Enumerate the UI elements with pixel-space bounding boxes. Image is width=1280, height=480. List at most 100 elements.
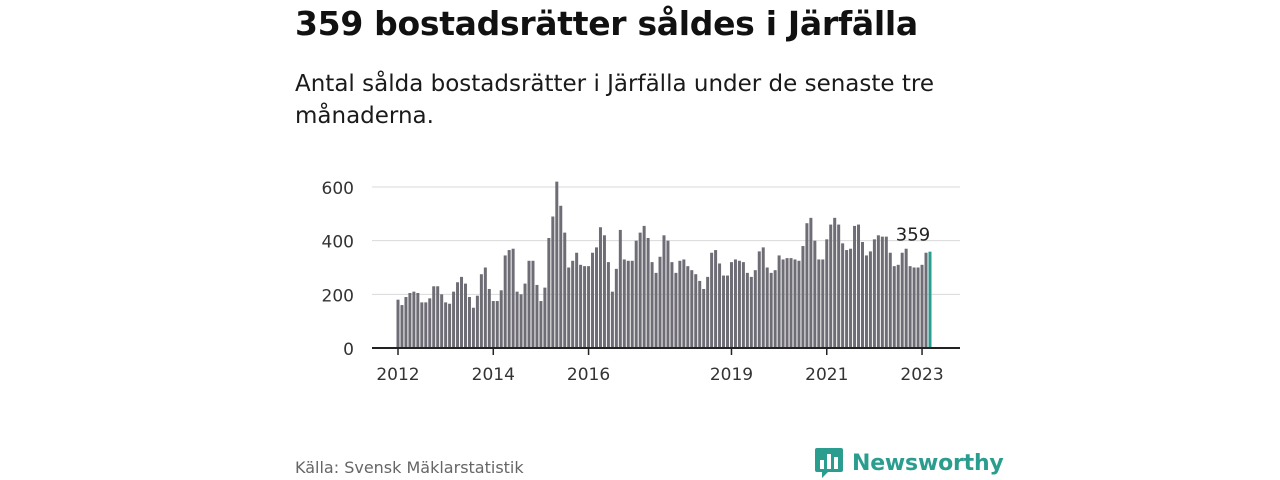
- value-annotation: 359: [896, 225, 930, 246]
- bar-chart: 0 200 400 600 2012 2014 2016 2019 2021 2023 359: [322, 179, 960, 385]
- bar: [714, 250, 718, 348]
- bar: [733, 259, 737, 348]
- bar: [726, 275, 730, 348]
- bar: [587, 266, 591, 348]
- bar: [857, 224, 861, 348]
- bar: [789, 258, 793, 348]
- bar: [602, 235, 606, 348]
- bar: [741, 262, 745, 348]
- bar: [432, 286, 436, 348]
- bar: [579, 264, 583, 348]
- bar: [845, 250, 849, 348]
- bar: [571, 260, 575, 348]
- bar: [737, 260, 741, 348]
- bar: [444, 302, 448, 348]
- bar: [884, 236, 888, 348]
- bar: [583, 266, 587, 348]
- bar: [591, 252, 595, 348]
- x-tick-label: 2016: [567, 365, 610, 385]
- bar: [678, 260, 682, 348]
- bar: [563, 232, 567, 348]
- bar: [694, 274, 698, 348]
- bar: [749, 276, 753, 348]
- bar: [821, 259, 825, 348]
- bar: [630, 260, 634, 348]
- bar: [702, 288, 706, 348]
- bar: [555, 181, 559, 348]
- y-tick-label: 400: [322, 233, 354, 253]
- bar: [686, 266, 690, 348]
- bar: [463, 283, 467, 348]
- bar: [662, 235, 666, 348]
- bar: [511, 248, 515, 348]
- bar: [420, 302, 424, 348]
- bar: [849, 248, 853, 348]
- bar: [495, 301, 499, 348]
- bar: [487, 288, 491, 348]
- bar: [666, 240, 670, 348]
- bar: [753, 270, 757, 348]
- bar: [888, 252, 892, 348]
- bar: [813, 240, 817, 348]
- bar: [404, 297, 408, 348]
- bar: [483, 267, 487, 348]
- bar: [551, 216, 555, 348]
- bar: [467, 297, 471, 348]
- bar: [614, 268, 618, 348]
- bar: [880, 236, 884, 348]
- annotation-group: 359: [896, 225, 930, 246]
- bar: [781, 259, 785, 348]
- bar: [809, 217, 813, 348]
- bar: [503, 255, 507, 348]
- bar: [479, 274, 483, 348]
- bar: [658, 256, 662, 348]
- bar: [698, 280, 702, 348]
- bar: [515, 291, 519, 348]
- bar: [622, 259, 626, 348]
- bar: [424, 302, 428, 348]
- y-axis-ticks: 0 200 400 600: [322, 179, 354, 360]
- bar: [523, 283, 527, 348]
- bar: [646, 237, 650, 348]
- bar: [920, 264, 924, 348]
- bar: [456, 282, 460, 348]
- bar: [535, 284, 539, 348]
- bar: [527, 260, 531, 348]
- bar: [471, 307, 475, 348]
- bar: [507, 250, 511, 348]
- bar: [745, 272, 749, 348]
- source-label: Källa: Svensk Mäklarstatistik: [295, 458, 524, 477]
- x-axis: 2012 2014 2016 2019 2021 2023: [372, 347, 960, 385]
- bar: [797, 260, 801, 348]
- bar: [475, 295, 479, 348]
- bar: [860, 242, 864, 348]
- logo-text: Newsworthy: [852, 450, 1004, 476]
- bar: [642, 225, 646, 348]
- bar: [543, 287, 547, 349]
- bar: [868, 251, 872, 348]
- bar: [499, 290, 503, 348]
- bar: [412, 291, 416, 348]
- bar: [837, 224, 841, 348]
- bar: [876, 235, 880, 348]
- bar: [531, 260, 535, 348]
- bar: [690, 270, 694, 348]
- x-tick-label: 2023: [900, 365, 943, 385]
- bar: [729, 262, 733, 348]
- bar: [491, 301, 495, 348]
- bar: [718, 263, 722, 348]
- bar: [440, 294, 444, 348]
- bar: [801, 246, 805, 348]
- bar: [892, 266, 896, 348]
- bar: [924, 252, 928, 348]
- bar: [841, 243, 845, 348]
- bar: [400, 305, 404, 348]
- bar: [896, 264, 900, 348]
- bar: [650, 262, 654, 348]
- bar-chart-speech-bubble-icon: [815, 448, 843, 478]
- newsworthy-logo[interactable]: Newsworthy: [814, 446, 1004, 480]
- bar: [606, 262, 610, 348]
- bar: [908, 266, 912, 348]
- bar: [416, 292, 420, 348]
- bar: [436, 286, 440, 348]
